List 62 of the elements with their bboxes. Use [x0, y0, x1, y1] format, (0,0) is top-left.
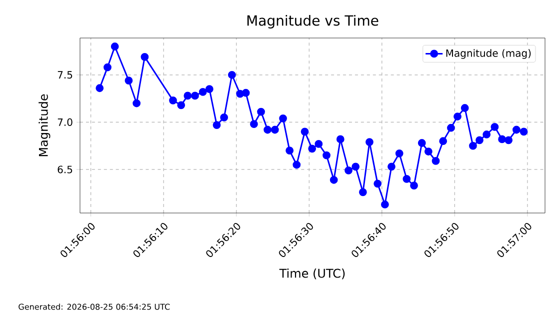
point	[344, 166, 352, 174]
point	[322, 151, 330, 160]
point	[388, 162, 396, 171]
point	[104, 63, 112, 72]
point	[205, 85, 214, 94]
y-tick-label: 7.5	[58, 71, 72, 79]
point	[460, 104, 469, 112]
point	[169, 96, 177, 104]
point	[402, 174, 411, 183]
point	[447, 124, 455, 132]
point	[264, 126, 272, 134]
point	[424, 148, 432, 156]
point	[454, 112, 462, 120]
point	[140, 52, 149, 61]
point	[520, 128, 528, 136]
point	[132, 99, 141, 108]
point	[469, 142, 477, 150]
point	[286, 146, 294, 155]
chart-title: Magnitude vs Time	[247, 14, 378, 28]
point	[439, 137, 448, 146]
x-axis-title: Time (UTC)	[279, 268, 345, 280]
y-axis-title: Magnitude	[38, 94, 50, 156]
point	[374, 180, 382, 188]
point	[418, 139, 426, 147]
point	[110, 42, 119, 50]
legend-label: Magnitude (mag)	[446, 49, 531, 59]
point	[314, 140, 323, 148]
point	[300, 128, 309, 136]
point	[490, 122, 499, 131]
text: Generated: 2026-08-25 06:54:25 UTC	[18, 304, 170, 310]
point	[482, 130, 491, 138]
point	[96, 84, 104, 92]
point	[476, 136, 484, 144]
point	[395, 149, 404, 158]
point	[177, 101, 186, 110]
point	[250, 120, 258, 128]
point	[270, 126, 279, 134]
point	[228, 70, 236, 79]
point	[498, 135, 506, 144]
point	[432, 157, 440, 165]
point	[330, 176, 338, 184]
point	[184, 92, 192, 100]
point	[220, 114, 228, 122]
point	[352, 162, 360, 171]
point	[366, 138, 374, 146]
y-tick-label: 7.0	[58, 118, 72, 126]
point	[410, 182, 418, 190]
point	[124, 76, 133, 85]
point	[512, 126, 520, 134]
point	[504, 136, 513, 144]
point	[212, 121, 221, 129]
point	[380, 200, 389, 208]
y-tick-label: 6.5	[58, 166, 72, 174]
point	[191, 92, 199, 100]
point	[358, 188, 367, 196]
point	[279, 114, 287, 122]
point	[308, 144, 316, 153]
point	[292, 160, 301, 169]
point	[336, 135, 344, 144]
point	[242, 88, 250, 97]
point	[198, 88, 207, 96]
point	[257, 108, 265, 116]
